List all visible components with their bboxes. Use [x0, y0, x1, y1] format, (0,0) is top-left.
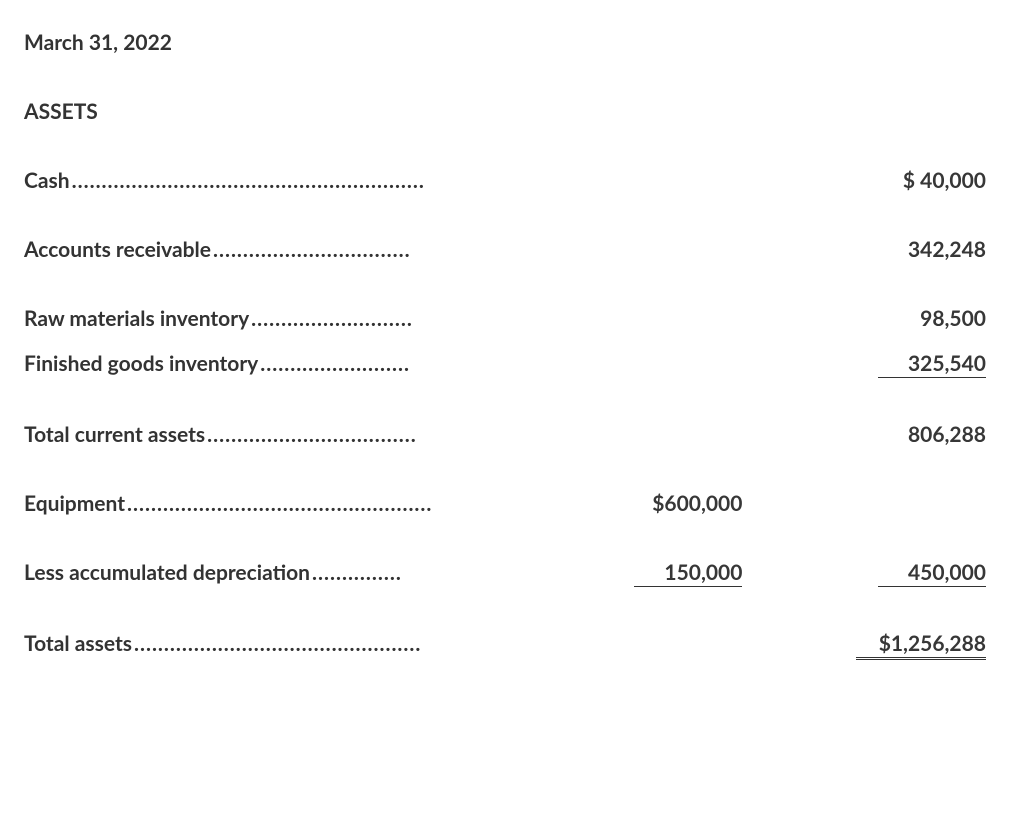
- amount-right: 450,000: [772, 560, 996, 587]
- underlined-amount: 325,540: [878, 351, 986, 378]
- line-label: Raw materials inventory ................…: [24, 306, 549, 331]
- statement-date: March 31, 2022: [24, 30, 996, 55]
- line-item-cash: Cash ...................................…: [24, 168, 996, 193]
- line-item-total-assets: Total assets ...........................…: [24, 631, 996, 660]
- amount-right: 325,540: [772, 351, 996, 378]
- amount-mid: $600,000: [549, 491, 773, 516]
- label-text: Equipment: [24, 491, 125, 516]
- leader-dots: ........................................…: [134, 631, 549, 656]
- amount-right: 806,288: [772, 422, 996, 447]
- leader-dots: ...................................: [207, 422, 549, 447]
- label-text: Cash: [24, 168, 70, 193]
- label-text: Total assets: [24, 631, 132, 656]
- double-underlined-amount: $1,256,288: [856, 631, 986, 660]
- amount-mid: 150,000: [549, 560, 773, 587]
- leader-dots: ...............: [312, 560, 549, 585]
- section-heading-assets: ASSETS: [24, 99, 996, 124]
- amount-right: 342,248: [772, 237, 996, 262]
- label-text: Less accumulated depreciation: [24, 560, 310, 585]
- line-label: Total assets ...........................…: [24, 631, 549, 656]
- line-item-total-current-assets: Total current assets ...................…: [24, 422, 996, 447]
- line-item-accounts-receivable: Accounts receivable ....................…: [24, 237, 996, 262]
- leader-dots: ........................................…: [72, 168, 549, 193]
- amount-right: 98,500: [772, 306, 996, 331]
- leader-dots: .................................: [213, 237, 549, 262]
- line-label: Finished goods inventory ...............…: [24, 351, 549, 376]
- line-label: Cash ...................................…: [24, 168, 549, 193]
- underlined-amount: 450,000: [878, 560, 986, 587]
- line-item-accumulated-depreciation: Less accumulated depreciation ..........…: [24, 560, 996, 587]
- label-text: Finished goods inventory: [24, 351, 258, 376]
- leader-dots: ........................................…: [127, 491, 549, 516]
- label-text: Total current assets: [24, 422, 205, 447]
- label-text: Raw materials inventory: [24, 306, 249, 331]
- leader-dots: ...........................: [251, 306, 549, 331]
- line-label: Equipment ..............................…: [24, 491, 549, 516]
- line-label: Less accumulated depreciation ..........…: [24, 560, 549, 585]
- line-item-equipment: Equipment ..............................…: [24, 491, 996, 516]
- leader-dots: .........................: [260, 351, 549, 376]
- line-item-finished-goods: Finished goods inventory ...............…: [24, 351, 996, 378]
- amount-right: $ 40,000: [772, 168, 996, 193]
- label-text: Accounts receivable: [24, 237, 211, 262]
- line-label: Accounts receivable ....................…: [24, 237, 549, 262]
- amount-right: $1,256,288: [772, 631, 996, 660]
- underlined-amount: 150,000: [634, 560, 742, 587]
- line-label: Total current assets ...................…: [24, 422, 549, 447]
- line-item-raw-materials: Raw materials inventory ................…: [24, 306, 996, 331]
